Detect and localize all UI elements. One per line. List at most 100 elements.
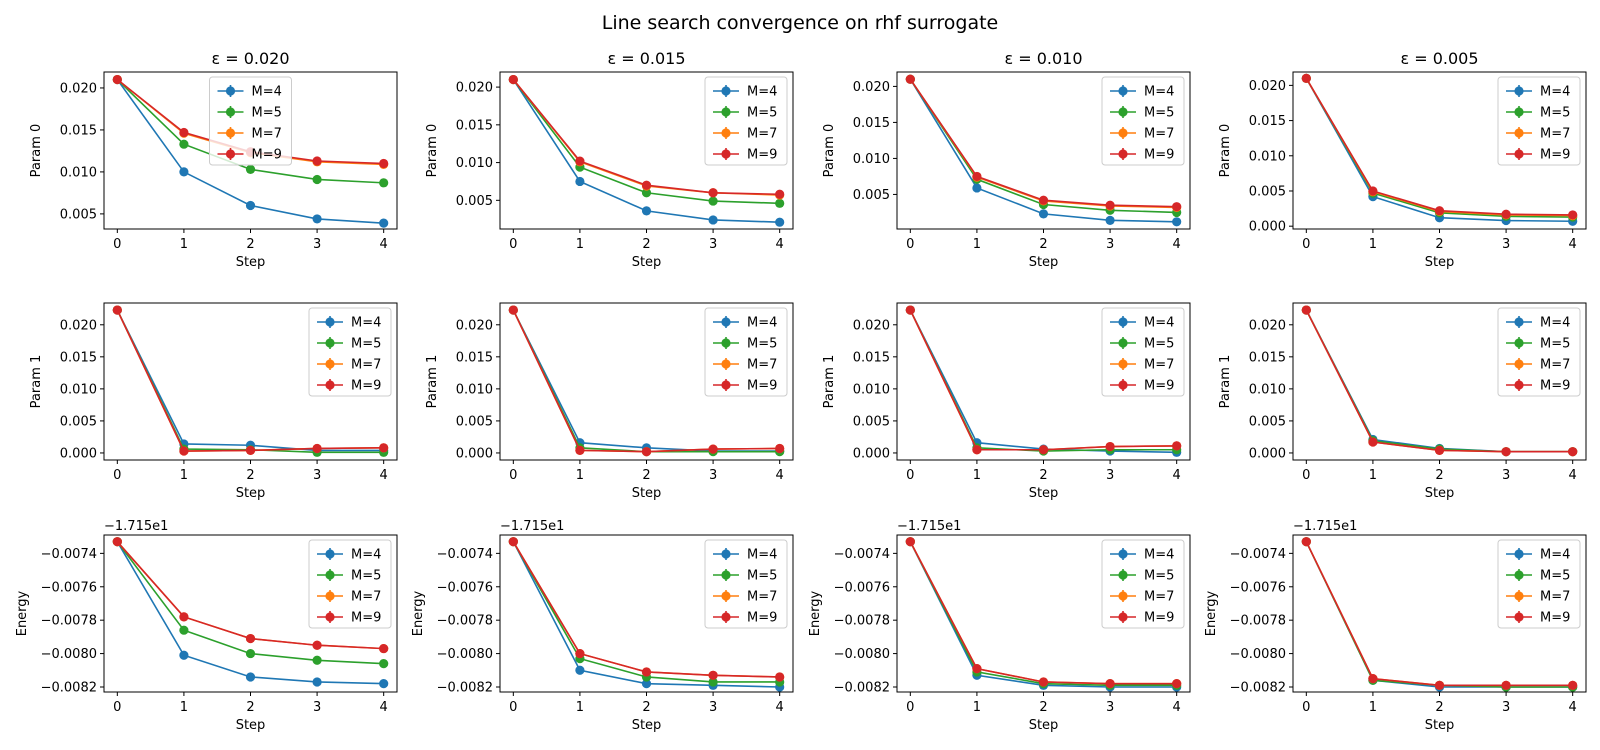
data-point [775,672,785,682]
axes-frame [1292,302,1587,461]
legend-box [308,539,392,629]
data-point [179,446,189,456]
legend-label: M=7 [1540,590,1570,605]
y-axis-label: Energy [15,590,30,636]
y-tick-label: 0.020 [853,80,890,95]
legend-label: M=5 [747,337,777,352]
y-tick-label: 0.020 [1249,79,1286,94]
data-point [179,612,189,622]
legend-label: M=4 [747,316,777,331]
panel-r0-c1: ε = 0.015 0.005 0.010 0.015 0.020 0 1 2 3 4 Step Pa… [425,49,794,270]
data-point [641,188,652,198]
data-point [1368,186,1378,196]
x-tick-label: 4 [1569,468,1577,483]
legend-marker [721,549,731,559]
data-point [1368,437,1378,447]
y-tick-label: 0.010 [1249,149,1286,164]
data-point [641,180,652,190]
legend-label: M=5 [1144,569,1174,584]
panel-r1-c3: 0.000 0.005 0.010 0.015 0.020 0 1 2 3 4 Step Param … [1218,302,1587,501]
legend-marker [1514,549,1524,559]
axes-frame [499,302,794,461]
x-tick-label: 4 [1173,468,1181,483]
y-tick-label: 0.005 [1249,184,1286,199]
x-tick-label: 1 [973,468,981,483]
y-tick-label: −0.0082 [1230,680,1286,695]
legend-marker [1514,107,1524,117]
x-tick-label: 2 [246,237,254,252]
legend: M=4 M=5 M=7 M=9 [209,76,292,166]
y-tick-label: −0.0080 [1230,647,1286,662]
panel-r2-c2: −1.715e1 −0.0082 −0.0080 −0.0078 −0.0076 −0.0… [808,519,1191,733]
legend-box [1101,76,1185,166]
y-tick-label: 0.010 [853,382,890,397]
y-axis-label: Param 0 [29,124,44,178]
legend: M=4 M=5 M=7 M=9 [704,539,788,629]
legend-marker [325,380,335,390]
legend-marker [1514,86,1524,96]
x-tick-label: 0 [1302,468,1310,483]
x-tick-label: 1 [180,468,188,483]
x-tick-label: 1 [576,468,584,483]
legend-marker [325,612,335,622]
y-axis-label: Param 0 [822,124,837,178]
legend-label: M=5 [1144,337,1174,352]
x-tick-label: 3 [709,237,717,252]
axis-offset-text: −1.715e1 [897,519,961,534]
data-point [312,174,322,185]
legend-label: M=7 [1144,358,1174,373]
legend-label: M=9 [1540,379,1570,394]
legend-label: M=9 [1540,611,1570,626]
x-tick-label: 0 [509,700,517,715]
legend-marker [1118,149,1128,159]
y-tick-label: −0.0082 [41,680,97,695]
legend-marker [325,359,335,369]
data-point [575,156,585,166]
panel-r0-c0: ε = 0.020 0.005 0.010 0.015 0.020 0 1 2 3 4 Step Pa… [29,49,398,270]
y-tick-label: 0.005 [60,207,97,222]
legend-label: M=7 [1144,127,1174,142]
legend: M=4 M=5 M=7 M=9 [308,539,392,629]
legend-label: M=9 [747,611,777,626]
legend-box [308,307,392,397]
legend-label: M=4 [1144,548,1174,563]
legend-marker [1118,86,1128,96]
data-point [575,445,585,455]
figure-suptitle: Line search convergence on rhf surrogate [602,12,999,34]
legend-marker [1118,338,1128,348]
y-tick-label: 0.020 [456,318,493,333]
y-tick-label: 0.010 [1249,382,1286,397]
legend-label: M=5 [1540,569,1570,584]
y-tick-label: −0.0074 [834,547,890,562]
x-tick-label: 3 [1106,237,1114,252]
y-tick-label: 0.020 [853,318,890,333]
x-tick-label: 3 [1502,237,1510,252]
y-tick-label: −0.0082 [437,680,493,695]
data-point [508,537,518,547]
legend-marker [1118,380,1128,390]
legend-label: M=9 [1540,148,1570,163]
legend-label: M=9 [747,148,777,163]
data-point [1301,305,1311,315]
y-tick-label: −0.0080 [437,647,493,662]
y-axis-label: Energy [808,590,823,636]
x-tick-label: 2 [642,700,650,715]
legend-label: M=7 [351,590,381,605]
data-point [508,74,518,85]
axes-frame [103,302,398,461]
data-point [312,156,322,166]
data-point [1568,447,1578,457]
data-point [379,679,389,689]
x-tick-label: 1 [973,237,981,252]
data-point [972,664,982,674]
legend-label: M=4 [351,316,381,331]
y-tick-label: 0.015 [456,350,493,365]
legend-marker [225,86,236,96]
x-tick-label: 2 [642,237,650,252]
y-tick-label: −0.0074 [437,547,493,562]
data-point [379,178,389,188]
data-point [1105,200,1115,210]
x-tick-label: 1 [576,237,584,252]
x-tick-label: 1 [1369,237,1377,252]
